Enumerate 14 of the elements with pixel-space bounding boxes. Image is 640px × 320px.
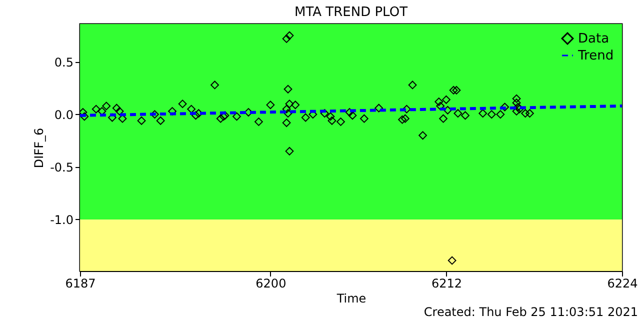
chart-title: MTA TREND PLOT bbox=[294, 5, 408, 20]
y-tick-label: 0.0 bbox=[54, 108, 74, 122]
legend-label: Data bbox=[578, 32, 610, 46]
x-tick-label: 6187 bbox=[65, 276, 96, 290]
legend-label: Trend bbox=[577, 48, 614, 64]
text: Created: Thu Feb 25 11:03:51 2021 bbox=[424, 305, 638, 319]
y-tick-label: -0.5 bbox=[50, 160, 74, 174]
x-tick-label: 6212 bbox=[431, 276, 462, 290]
x-tick-label: 6224 bbox=[607, 276, 638, 290]
x-tick-label: 6200 bbox=[256, 276, 286, 290]
y-axis-title: DIFF_6 bbox=[32, 128, 46, 168]
x-axis-title: Time bbox=[336, 292, 366, 306]
y-tick-label: 0.5 bbox=[54, 55, 74, 70]
y-tick-label: -1.0 bbox=[50, 213, 74, 227]
